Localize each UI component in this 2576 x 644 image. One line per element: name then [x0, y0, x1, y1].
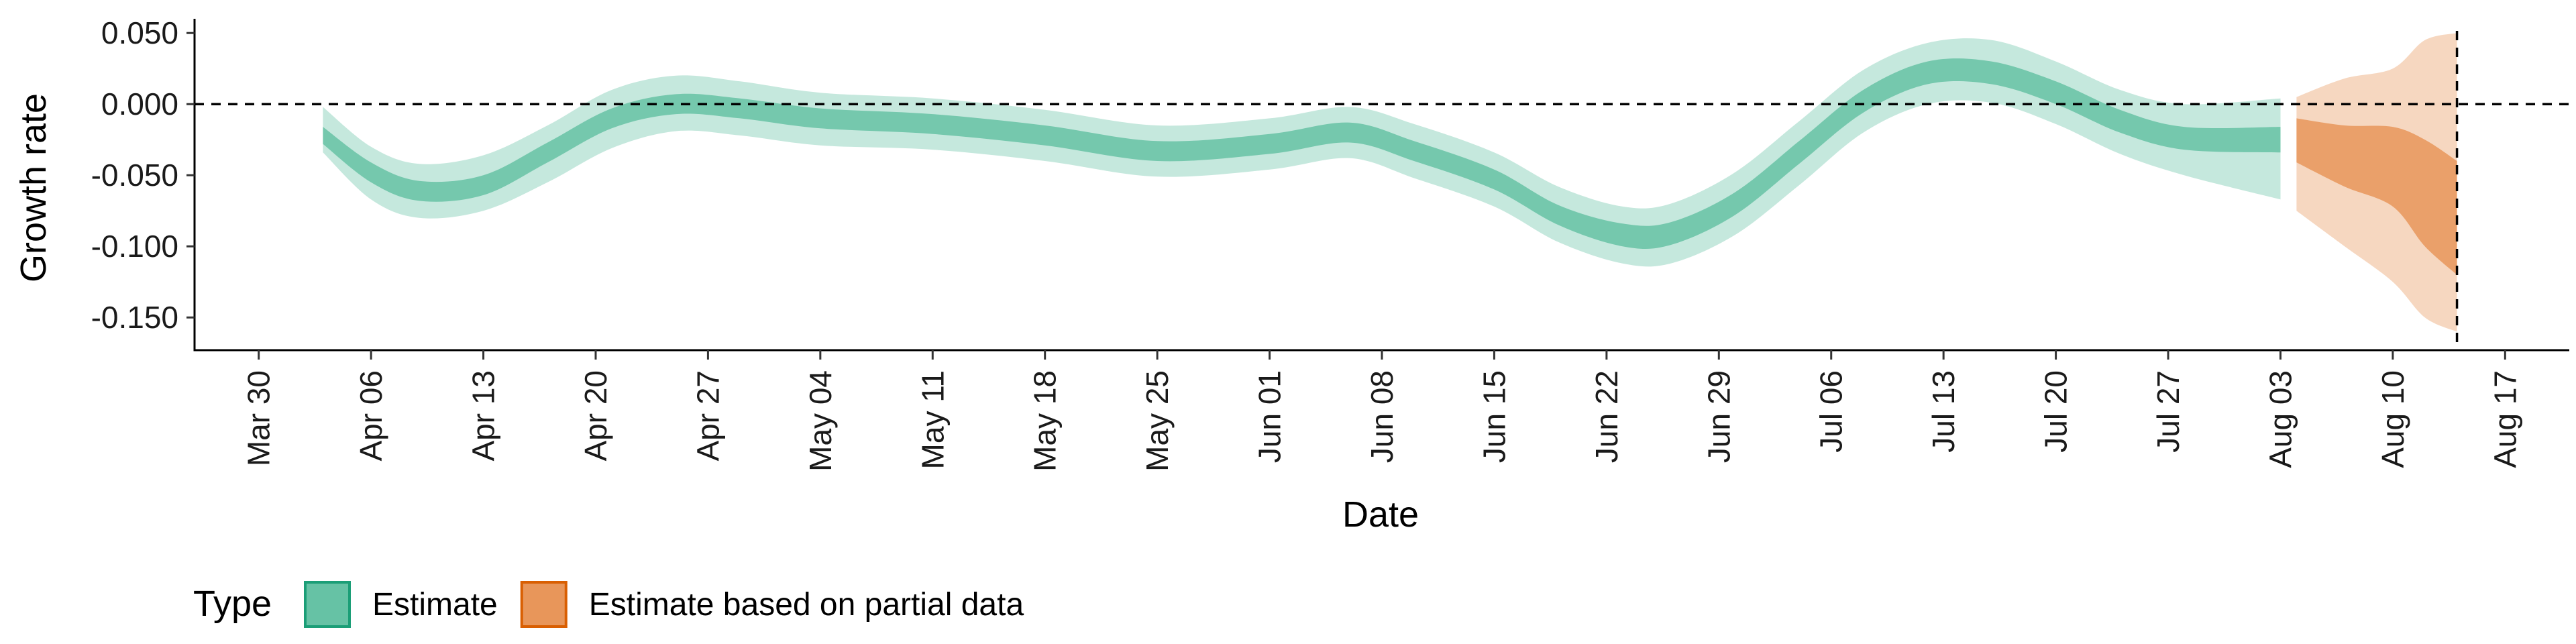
x-tick-label: Apr 06 — [354, 370, 388, 462]
reference-lines — [195, 31, 2569, 350]
legend-label-estimate-based-on-partial-data: Estimate based on partial data — [589, 587, 1024, 623]
band-inner-estimate-based-on-partial-data — [2296, 118, 2457, 275]
legend-label-estimate: Estimate — [372, 587, 498, 623]
bands-layer — [323, 33, 2457, 332]
x-tick-label: Jun 15 — [1477, 370, 1511, 463]
legend-swatch-estimate-based-on-partial-data — [520, 581, 568, 628]
x-tick-label: Apr 20 — [578, 370, 613, 462]
x-axis-title: Date — [1342, 494, 1419, 535]
x-tick-label: Jul 27 — [2151, 370, 2186, 453]
y-axis-title: Growth rate — [13, 93, 54, 282]
y-tick-label: -0.050 — [91, 158, 178, 193]
x-tick-label: Jun 29 — [1701, 370, 1736, 463]
x-tick-label: Jul 13 — [1926, 370, 1961, 453]
x-tick-label: May 11 — [915, 370, 950, 469]
x-tick-label: Aug 03 — [2263, 370, 2298, 468]
legend-title: Type — [193, 584, 272, 624]
tick-labels: 0.050 0.000 -0.050 -0.100 -0.150 Mar 30 Apr 06… — [91, 15, 2523, 472]
legend: Type Estimate Estimate based on partial d… — [193, 581, 1024, 628]
x-tick-label: Jun 01 — [1252, 370, 1287, 463]
y-tick-label: -0.100 — [91, 229, 178, 264]
x-tick-label: Mar 30 — [241, 370, 276, 466]
x-tick-label: May 25 — [1140, 370, 1175, 472]
x-tick-label: Jul 20 — [2039, 370, 2074, 453]
x-tick-label: May 18 — [1028, 370, 1063, 472]
x-tick-label: Jul 06 — [1814, 370, 1849, 453]
y-tick-label: -0.150 — [91, 300, 178, 335]
legend-swatch-estimate — [304, 581, 351, 628]
band-outer-estimate — [323, 38, 2281, 267]
x-tick-label: Apr 13 — [466, 370, 501, 462]
x-tick-label: Apr 27 — [690, 370, 725, 462]
y-tick-label: 0.000 — [101, 87, 178, 121]
y-tick-label: 0.050 — [101, 15, 178, 50]
x-tick-label: May 04 — [803, 370, 838, 472]
x-tick-label: Aug 17 — [2487, 370, 2522, 468]
x-tick-label: Jun 08 — [1364, 370, 1399, 463]
x-tick-label: Jun 22 — [1589, 370, 1624, 463]
axes — [186, 19, 2569, 360]
x-tick-label: Aug 10 — [2375, 370, 2410, 468]
